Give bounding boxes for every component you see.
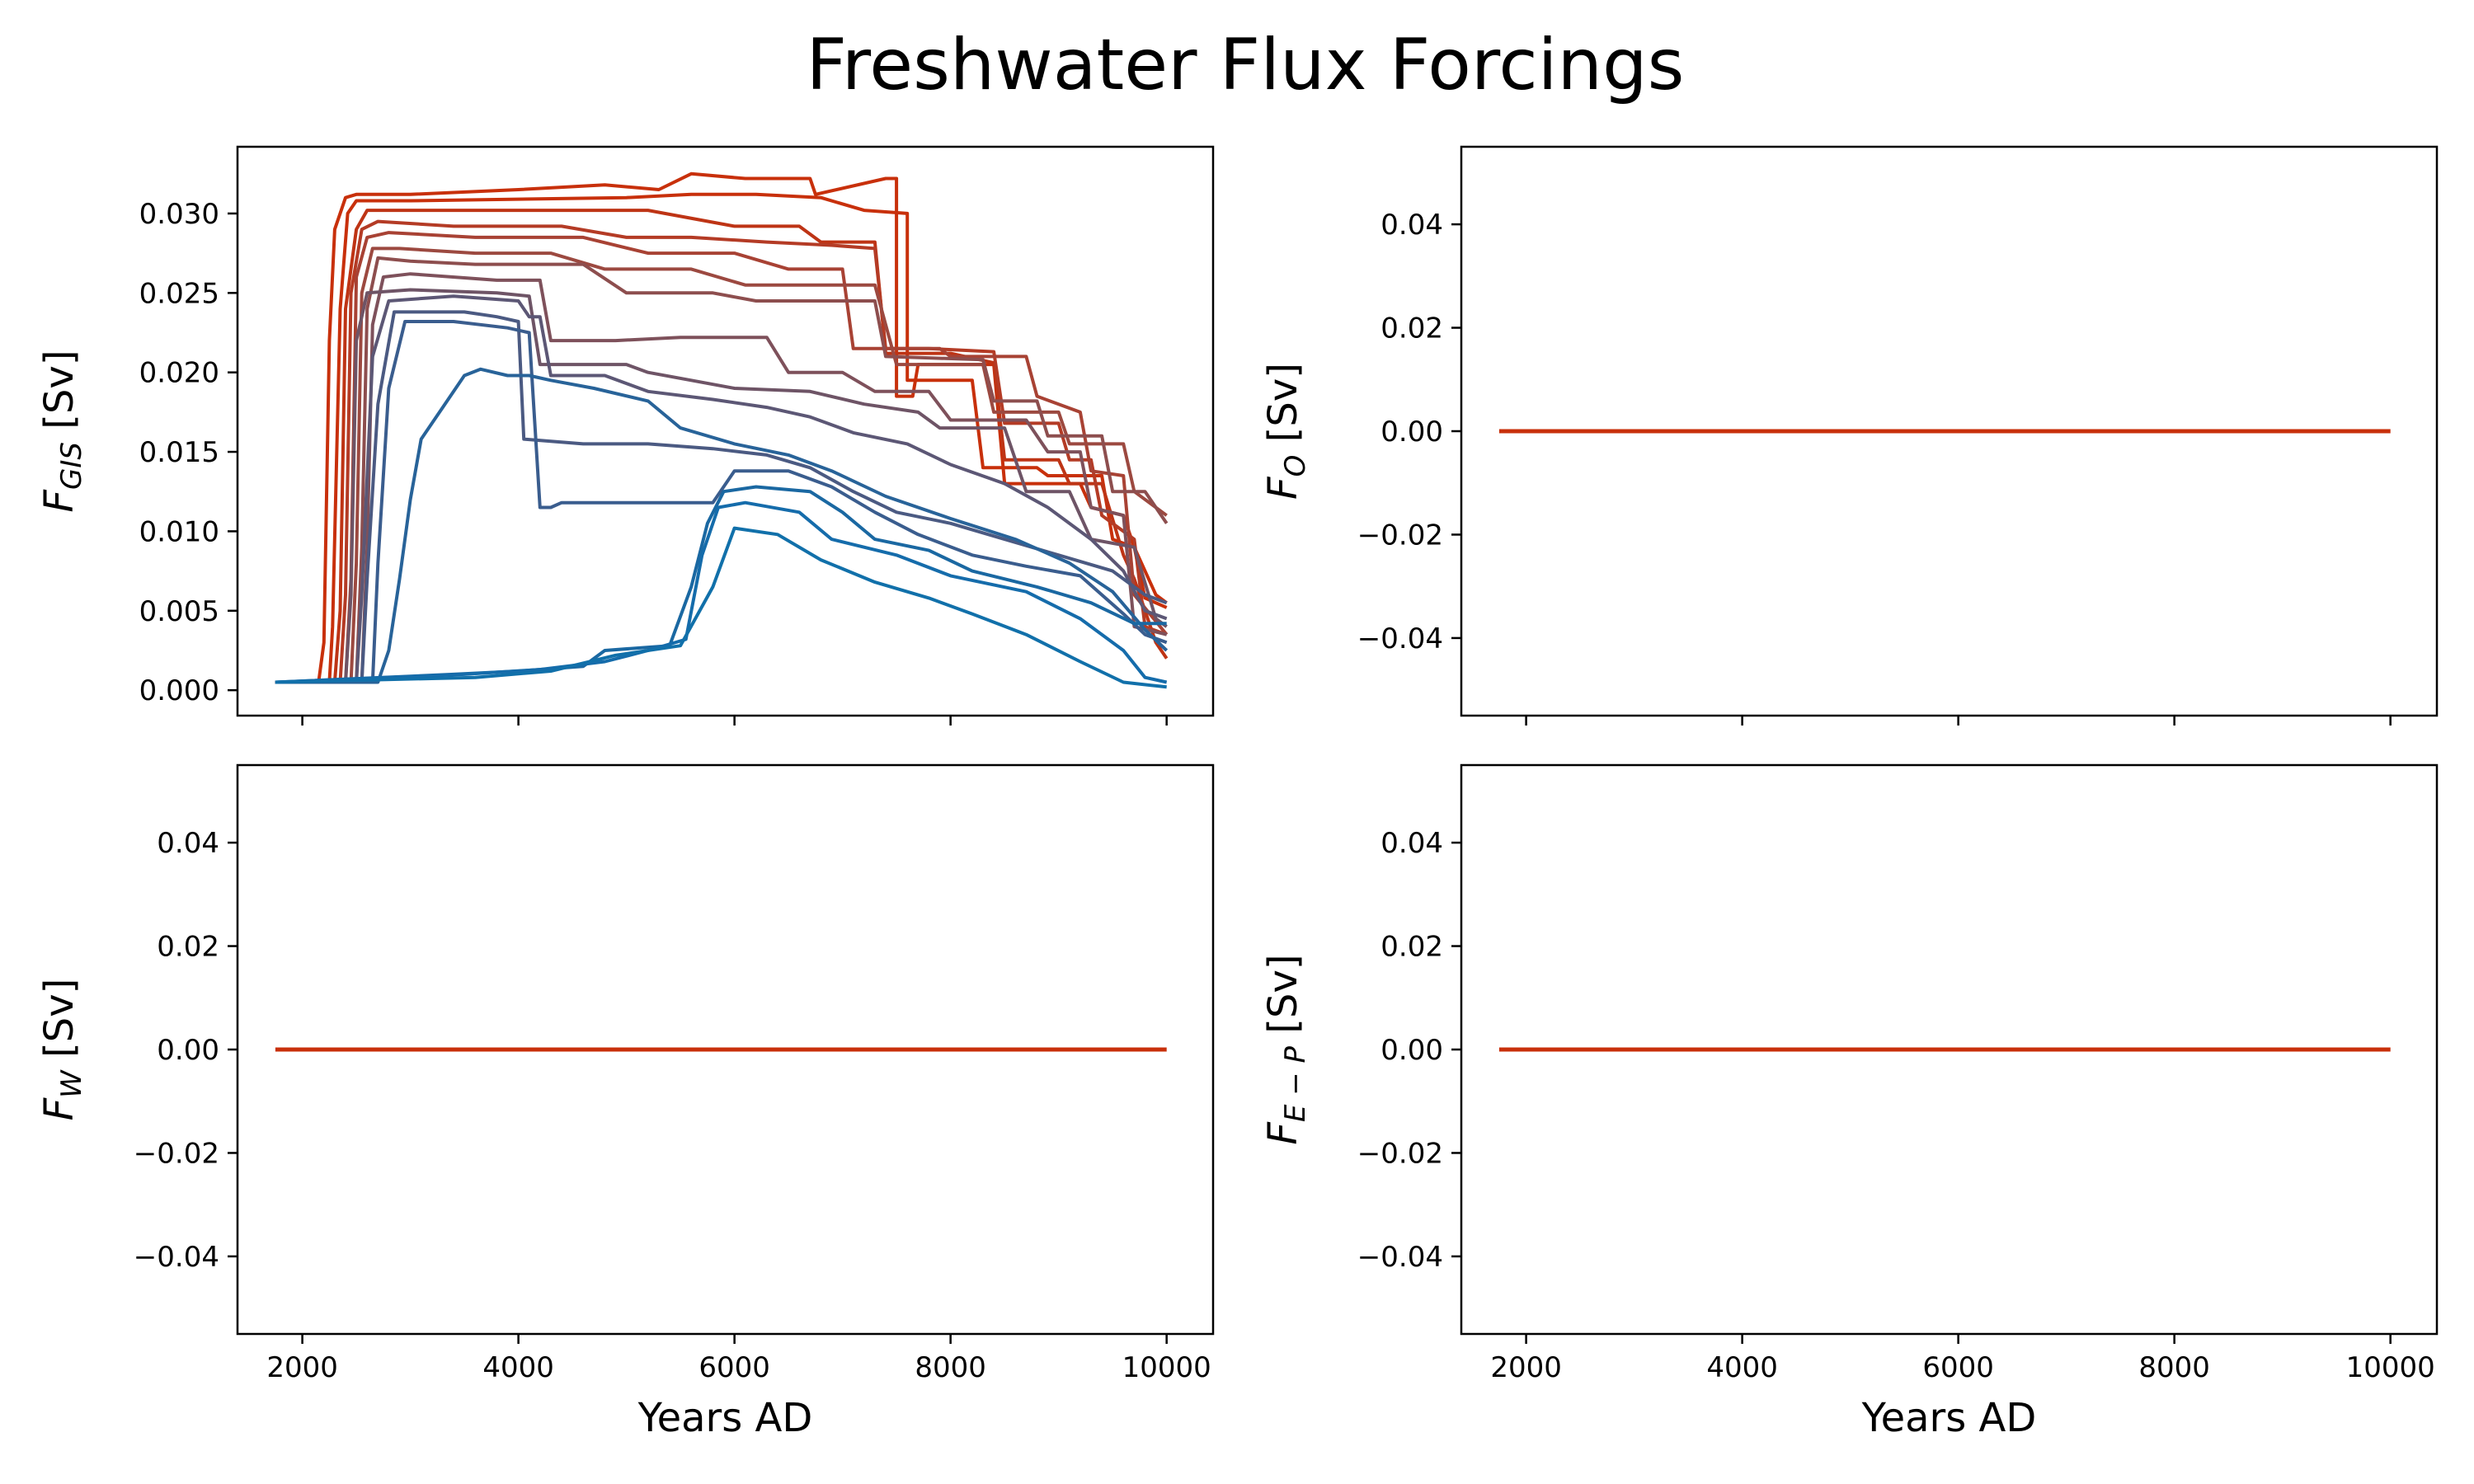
y-tick-label: 0.00 [1380,416,1443,448]
panel-top-right: −0.04 −0.02 0.00 0.02 0.04 FO [Sv] [1260,145,2439,726]
y-tick-label: −0.04 [1357,622,1443,655]
series-line-16 [275,526,1167,689]
series-line-13 [275,367,1169,684]
y-tick-label: 0.04 [1380,827,1443,860]
series-group [275,171,1169,689]
x-tick-label: 6000 [1922,1351,1994,1384]
y-axis-label: FW [Sv] [36,979,88,1121]
x-tick-label: 2000 [266,1351,338,1384]
y-axis-label-unit: [Sv] [36,350,82,442]
y-tick-label: 0.04 [1380,209,1443,242]
y-axis-label-symbol: F [1260,476,1306,500]
y-tick-label: 0.00 [1380,1034,1443,1067]
y-tick-label: 0.02 [1380,312,1443,345]
figure-title: Freshwater Flux Forcings [807,24,1685,106]
y-tick-label: 0.015 [139,436,219,469]
y-tick-label: −0.04 [134,1241,219,1274]
y-axis-label: FO [Sv] [1260,363,1312,500]
x-tick-label: 4000 [1706,1351,1778,1384]
series-line-9 [275,288,1168,684]
series-line-1 [275,171,1168,684]
y-axis-label-unit: [Sv] [36,979,82,1071]
y-tick-label: 0.030 [139,198,219,231]
y-tick-label: 0.000 [139,674,219,707]
y-axis-label-symbol: F [36,1097,82,1120]
x-tick-label: 8000 [915,1351,986,1384]
x-tick-label: 6000 [698,1351,770,1384]
y-axis-label-symbol: F [1260,1121,1306,1145]
y-tick-label: 0.005 [139,595,219,628]
y-tick-label: −0.02 [134,1137,219,1170]
y-tick-label: −0.02 [1357,519,1443,552]
x-tick-label: 2000 [1490,1351,1562,1384]
series-line-7 [275,256,1169,684]
x-axis-label: Years AD [1861,1395,2037,1441]
y-axis-label-symbol: F [36,489,82,513]
series-line-5 [275,231,1169,684]
y-axis-label-subscript: W [55,1069,88,1098]
series-line-10 [275,294,1168,684]
series-line-14 [275,485,1167,684]
series-line-12 [275,320,1168,684]
x-tick-label: 10000 [1122,1351,1211,1384]
y-axis-label: FE − P [Sv] [1260,954,1312,1144]
x-axis-label: Years AD [637,1395,813,1441]
y-tick-label: −0.04 [1357,1241,1443,1274]
y-axis-label-subscript: E − P [1279,1045,1312,1122]
x-tick-label: 10000 [2346,1351,2435,1384]
y-tick-label: 0.010 [139,515,219,548]
y-tick-label: 0.00 [157,1034,219,1067]
x-tick-label: 8000 [2138,1351,2210,1384]
x-tick-label: 4000 [482,1351,554,1384]
series-line-3 [275,209,1169,684]
y-tick-label: 0.025 [139,277,219,310]
y-axis-label-subscript: GIS [55,442,88,490]
y-tick-label: −0.02 [1357,1137,1443,1170]
panel-bottom-right: 2000 4000 6000 8000 10000 −0.04 −0.02 0.00 0.02 0… [1260,763,2439,1441]
plot-frame [236,145,1215,717]
panels: 0.000 0.005 0.010 0.015 0.020 0.025 0.030 FGIS … [36,145,2439,1441]
y-tick-label: 0.020 [139,357,219,390]
y-axis-label-subscript: O [1279,455,1312,477]
series-line-15 [275,500,1168,684]
y-axis-label: FGIS [Sv] [36,350,88,512]
y-axis-label-unit: [Sv] [1260,363,1306,455]
panel-top-left: 0.000 0.005 0.010 0.015 0.020 0.025 0.030 FGIS … [36,145,1215,726]
panel-bottom-left: 2000 4000 6000 8000 10000 −0.04 −0.02 0.00 0.02 0… [36,763,1215,1441]
y-tick-label: 0.02 [157,931,219,964]
y-tick-label: 0.04 [157,827,219,860]
y-axis-label-unit: [Sv] [1260,954,1306,1046]
series-line-6 [275,247,1168,684]
series-line-4 [275,219,1168,684]
y-tick-label: 0.02 [1380,931,1443,964]
series-line-8 [275,272,1168,684]
